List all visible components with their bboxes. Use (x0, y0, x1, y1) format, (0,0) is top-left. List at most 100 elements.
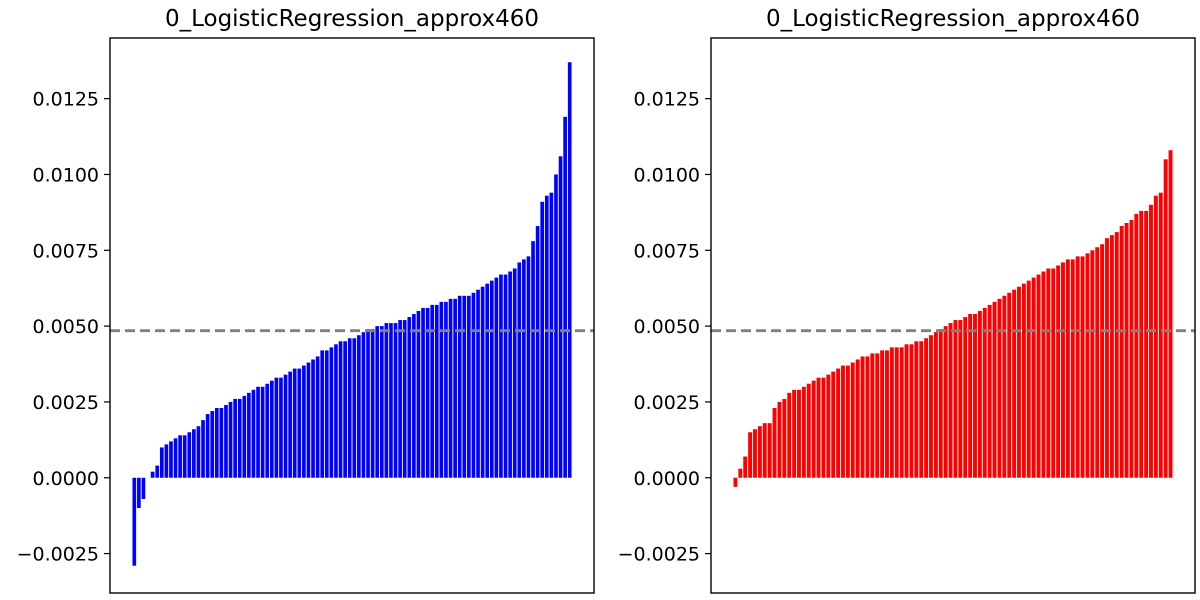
bar (343, 341, 347, 478)
bar (265, 383, 270, 478)
bar (880, 350, 885, 478)
bar (767, 423, 772, 478)
bar (242, 395, 247, 478)
bar (1007, 292, 1012, 478)
bar (933, 332, 938, 478)
bar (292, 368, 297, 478)
bar (865, 356, 870, 478)
bar (531, 241, 535, 478)
bar (1017, 286, 1021, 478)
bar (288, 371, 292, 478)
bar (885, 350, 889, 478)
bar (738, 468, 743, 478)
bar (141, 477, 146, 499)
bar (302, 365, 306, 478)
bar (347, 338, 352, 478)
bar (919, 341, 924, 478)
y-tick-label: 0.0000 (634, 468, 700, 490)
bar (338, 341, 343, 478)
bar (816, 377, 821, 478)
bar (324, 350, 329, 478)
bar (425, 307, 430, 478)
y-tick-label: 0.0100 (634, 164, 700, 186)
bar (228, 401, 233, 478)
bar (554, 174, 558, 478)
bar (421, 307, 425, 478)
bar (1134, 213, 1139, 478)
bar (393, 323, 398, 478)
bar (782, 398, 787, 478)
bar (914, 341, 919, 478)
bar (1002, 295, 1007, 478)
bar (1139, 210, 1144, 478)
bar (973, 313, 977, 478)
bar (772, 408, 777, 478)
bar (860, 356, 865, 478)
bar (196, 426, 201, 478)
bar (366, 329, 370, 478)
bar (1144, 210, 1149, 478)
bar (1149, 204, 1153, 478)
bar (811, 380, 816, 478)
bar (909, 344, 914, 478)
bar (992, 301, 997, 478)
bar (1100, 244, 1105, 478)
bar (1114, 232, 1119, 478)
bar (522, 259, 526, 478)
bar (169, 441, 173, 478)
bar (402, 320, 407, 478)
bar (968, 313, 973, 478)
bar (453, 298, 457, 478)
y-tick-label: 0.0025 (634, 392, 700, 414)
bar (855, 359, 860, 478)
bar (977, 310, 982, 478)
bar (929, 335, 933, 478)
bar (412, 313, 416, 478)
bar (150, 471, 155, 478)
bar (269, 380, 274, 478)
bar (757, 426, 762, 478)
bar (201, 420, 205, 478)
bar (467, 295, 471, 478)
y-tick-label: 0.0050 (33, 316, 99, 338)
bar (544, 195, 549, 478)
bar (1012, 289, 1017, 478)
bar (1109, 235, 1114, 478)
bar (1036, 274, 1041, 478)
bar (499, 274, 503, 478)
bar (132, 477, 137, 566)
bar (1051, 268, 1056, 478)
bar (476, 289, 480, 478)
bar (214, 408, 219, 478)
bar (457, 295, 462, 478)
bar (831, 371, 836, 478)
bar (389, 323, 393, 478)
bar (1124, 223, 1129, 478)
bar (416, 310, 421, 478)
axes-frame (109, 37, 595, 594)
bar (375, 326, 380, 478)
bar (471, 292, 476, 478)
bar (889, 347, 894, 478)
bar (845, 365, 850, 478)
bar (182, 435, 187, 478)
bar (178, 435, 182, 478)
bar (563, 116, 567, 478)
bar (311, 359, 315, 478)
bar (274, 377, 279, 478)
bar (938, 329, 943, 478)
bar (279, 377, 283, 478)
bar (439, 301, 444, 478)
bar (1153, 195, 1158, 478)
bar (512, 268, 517, 478)
bar (159, 447, 164, 478)
bar (870, 353, 875, 478)
bar (1056, 265, 1061, 478)
y-tick-label: 0.0125 (33, 89, 99, 111)
bar (792, 389, 797, 478)
bar (247, 392, 251, 478)
bar (164, 444, 169, 478)
y-tick-label: 0.0100 (33, 164, 99, 186)
bar (1129, 219, 1134, 478)
